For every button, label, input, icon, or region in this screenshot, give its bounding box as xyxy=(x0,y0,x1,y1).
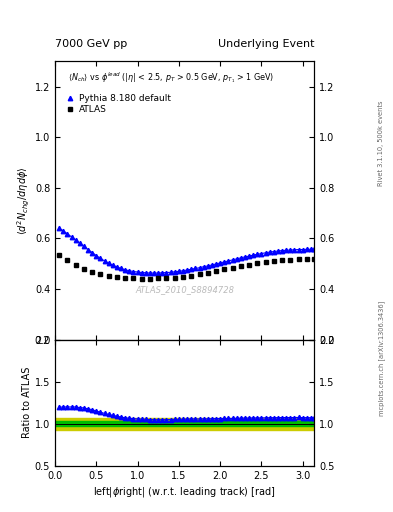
Pythia 8.180 default xyxy=(189,266,194,272)
Text: 7000 GeV pp: 7000 GeV pp xyxy=(55,38,127,49)
X-axis label: left$|\phi$right$|$ (w.r.t. leading track) [rad]: left$|\phi$right$|$ (w.r.t. leading trac… xyxy=(93,485,276,499)
Text: $\langle N_{ch}\rangle$ vs $\phi^{lead}$ ($|\eta|$ < 2.5, $p_T$ > 0.5 GeV, $p_{T: $\langle N_{ch}\rangle$ vs $\phi^{lead}$… xyxy=(68,70,274,84)
Bar xyxy=(55,421,314,426)
Pythia 8.180 default xyxy=(57,225,62,231)
Legend: Pythia 8.180 default, ATLAS: Pythia 8.180 default, ATLAS xyxy=(65,94,171,115)
Pythia 8.180 default xyxy=(312,246,317,252)
Pythia 8.180 default xyxy=(127,268,132,274)
Pythia 8.180 default xyxy=(309,246,313,252)
Line: Pythia 8.180 default: Pythia 8.180 default xyxy=(57,226,316,275)
Pythia 8.180 default xyxy=(181,268,185,274)
Pythia 8.180 default xyxy=(239,255,243,261)
Pythia 8.180 default xyxy=(135,269,140,275)
Text: mcplots.cern.ch [arXiv:1306.3436]: mcplots.cern.ch [arXiv:1306.3436] xyxy=(378,301,385,416)
Y-axis label: $\langle d^2 N_{chg}/d\eta d\phi\rangle$: $\langle d^2 N_{chg}/d\eta d\phi\rangle$ xyxy=(16,166,32,235)
Text: Rivet 3.1.10, 500k events: Rivet 3.1.10, 500k events xyxy=(378,101,384,186)
Bar xyxy=(55,418,314,430)
Y-axis label: Ratio to ATLAS: Ratio to ATLAS xyxy=(22,367,32,438)
Pythia 8.180 default xyxy=(148,270,152,276)
Text: ATLAS_2010_S8894728: ATLAS_2010_S8894728 xyxy=(135,285,234,294)
Text: Underlying Event: Underlying Event xyxy=(218,38,314,49)
